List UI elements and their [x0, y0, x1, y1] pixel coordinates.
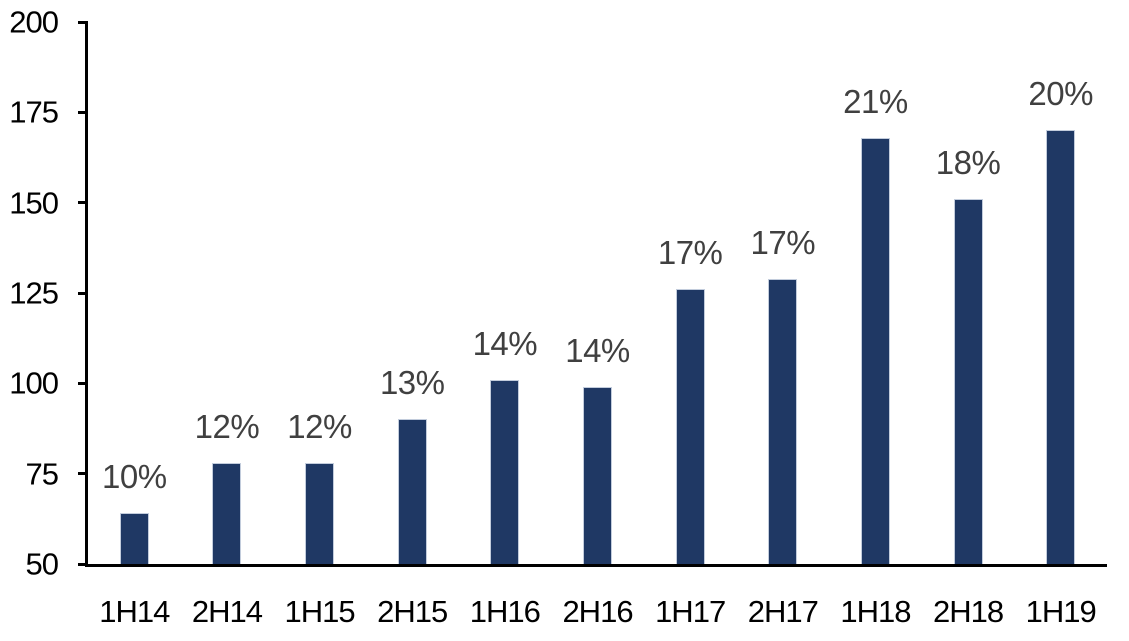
y-axis-tick-mark [78, 381, 88, 385]
y-axis-tick-mark [78, 201, 88, 205]
bar-1H19 [1046, 130, 1076, 564]
y-axis-tick-label: 100 [9, 365, 59, 401]
bar-value-label: 17% [657, 234, 723, 272]
y-axis-tick-mark [78, 291, 88, 295]
bar-1H15 [305, 462, 335, 564]
y-axis-tick-mark [78, 110, 88, 114]
bar-value-label: 21% [843, 82, 908, 120]
bar-value-label: 14% [565, 331, 630, 369]
y-axis-tick-label: 175 [9, 94, 59, 130]
bar-2H14 [212, 462, 242, 564]
x-axis-tick-label: 2H16 [562, 594, 633, 629]
plot-area: 10% 12% 12% 13% 14% 14% 17% 17% 21% 18% 20% [78, 20, 1107, 567]
bar-value-label: 14% [472, 324, 538, 362]
y-axis-tick-label: 150 [9, 185, 59, 221]
y-axis-tick-mark [78, 472, 88, 476]
bar-1H17 [675, 289, 705, 564]
y-axis-tick-label: 50 [25, 546, 59, 582]
bar-value-label: 17% [750, 223, 816, 261]
bar-value-label: 18% [935, 144, 1001, 182]
x-axis-tick-label: 1H15 [284, 594, 356, 629]
x-axis-tick-label: 1H19 [1025, 594, 1097, 629]
bar-value-label: 13% [379, 364, 445, 402]
y-axis-tick-mark [78, 20, 88, 24]
x-axis-tick-label: 2H14 [191, 594, 263, 629]
x-axis-tick-label: 2H18 [932, 594, 1004, 629]
y-axis-tick-mark [78, 562, 88, 566]
x-axis-tick-label: 2H17 [747, 594, 819, 629]
y-axis-labels: 50 75 100 125 150 175 200 [0, 7, 62, 580]
y-axis-tick-label: 75 [25, 456, 59, 492]
x-axis-tick-label: 1H14 [99, 594, 170, 629]
bar-1H14 [119, 513, 149, 564]
bar-2H16 [583, 386, 612, 564]
y-axis-tick-label: 200 [9, 4, 59, 40]
x-axis-tick-label: 1H17 [655, 594, 726, 629]
bar-value-label: 20% [1028, 75, 1093, 113]
bar-value-label: 10% [102, 458, 167, 496]
y-axis-tick-label: 125 [9, 275, 59, 311]
x-axis-tick-label: 1H18 [840, 594, 911, 629]
x-axis-tick-label: 1H16 [469, 594, 541, 629]
bar-value-label: 12% [194, 407, 260, 445]
bar-2H17 [768, 278, 798, 564]
bar-1H18 [860, 137, 890, 564]
bar-2H18 [953, 199, 983, 564]
bar-1H16 [490, 379, 520, 564]
x-axis-tick-label: 2H15 [377, 594, 448, 629]
x-axis-labels: 1H14 2H14 1H15 2H15 1H16 2H16 1H17 2H17 1H18 2H18… [88, 596, 1107, 632]
bar-value-label: 12% [287, 407, 352, 445]
bar-2H15 [397, 419, 427, 564]
